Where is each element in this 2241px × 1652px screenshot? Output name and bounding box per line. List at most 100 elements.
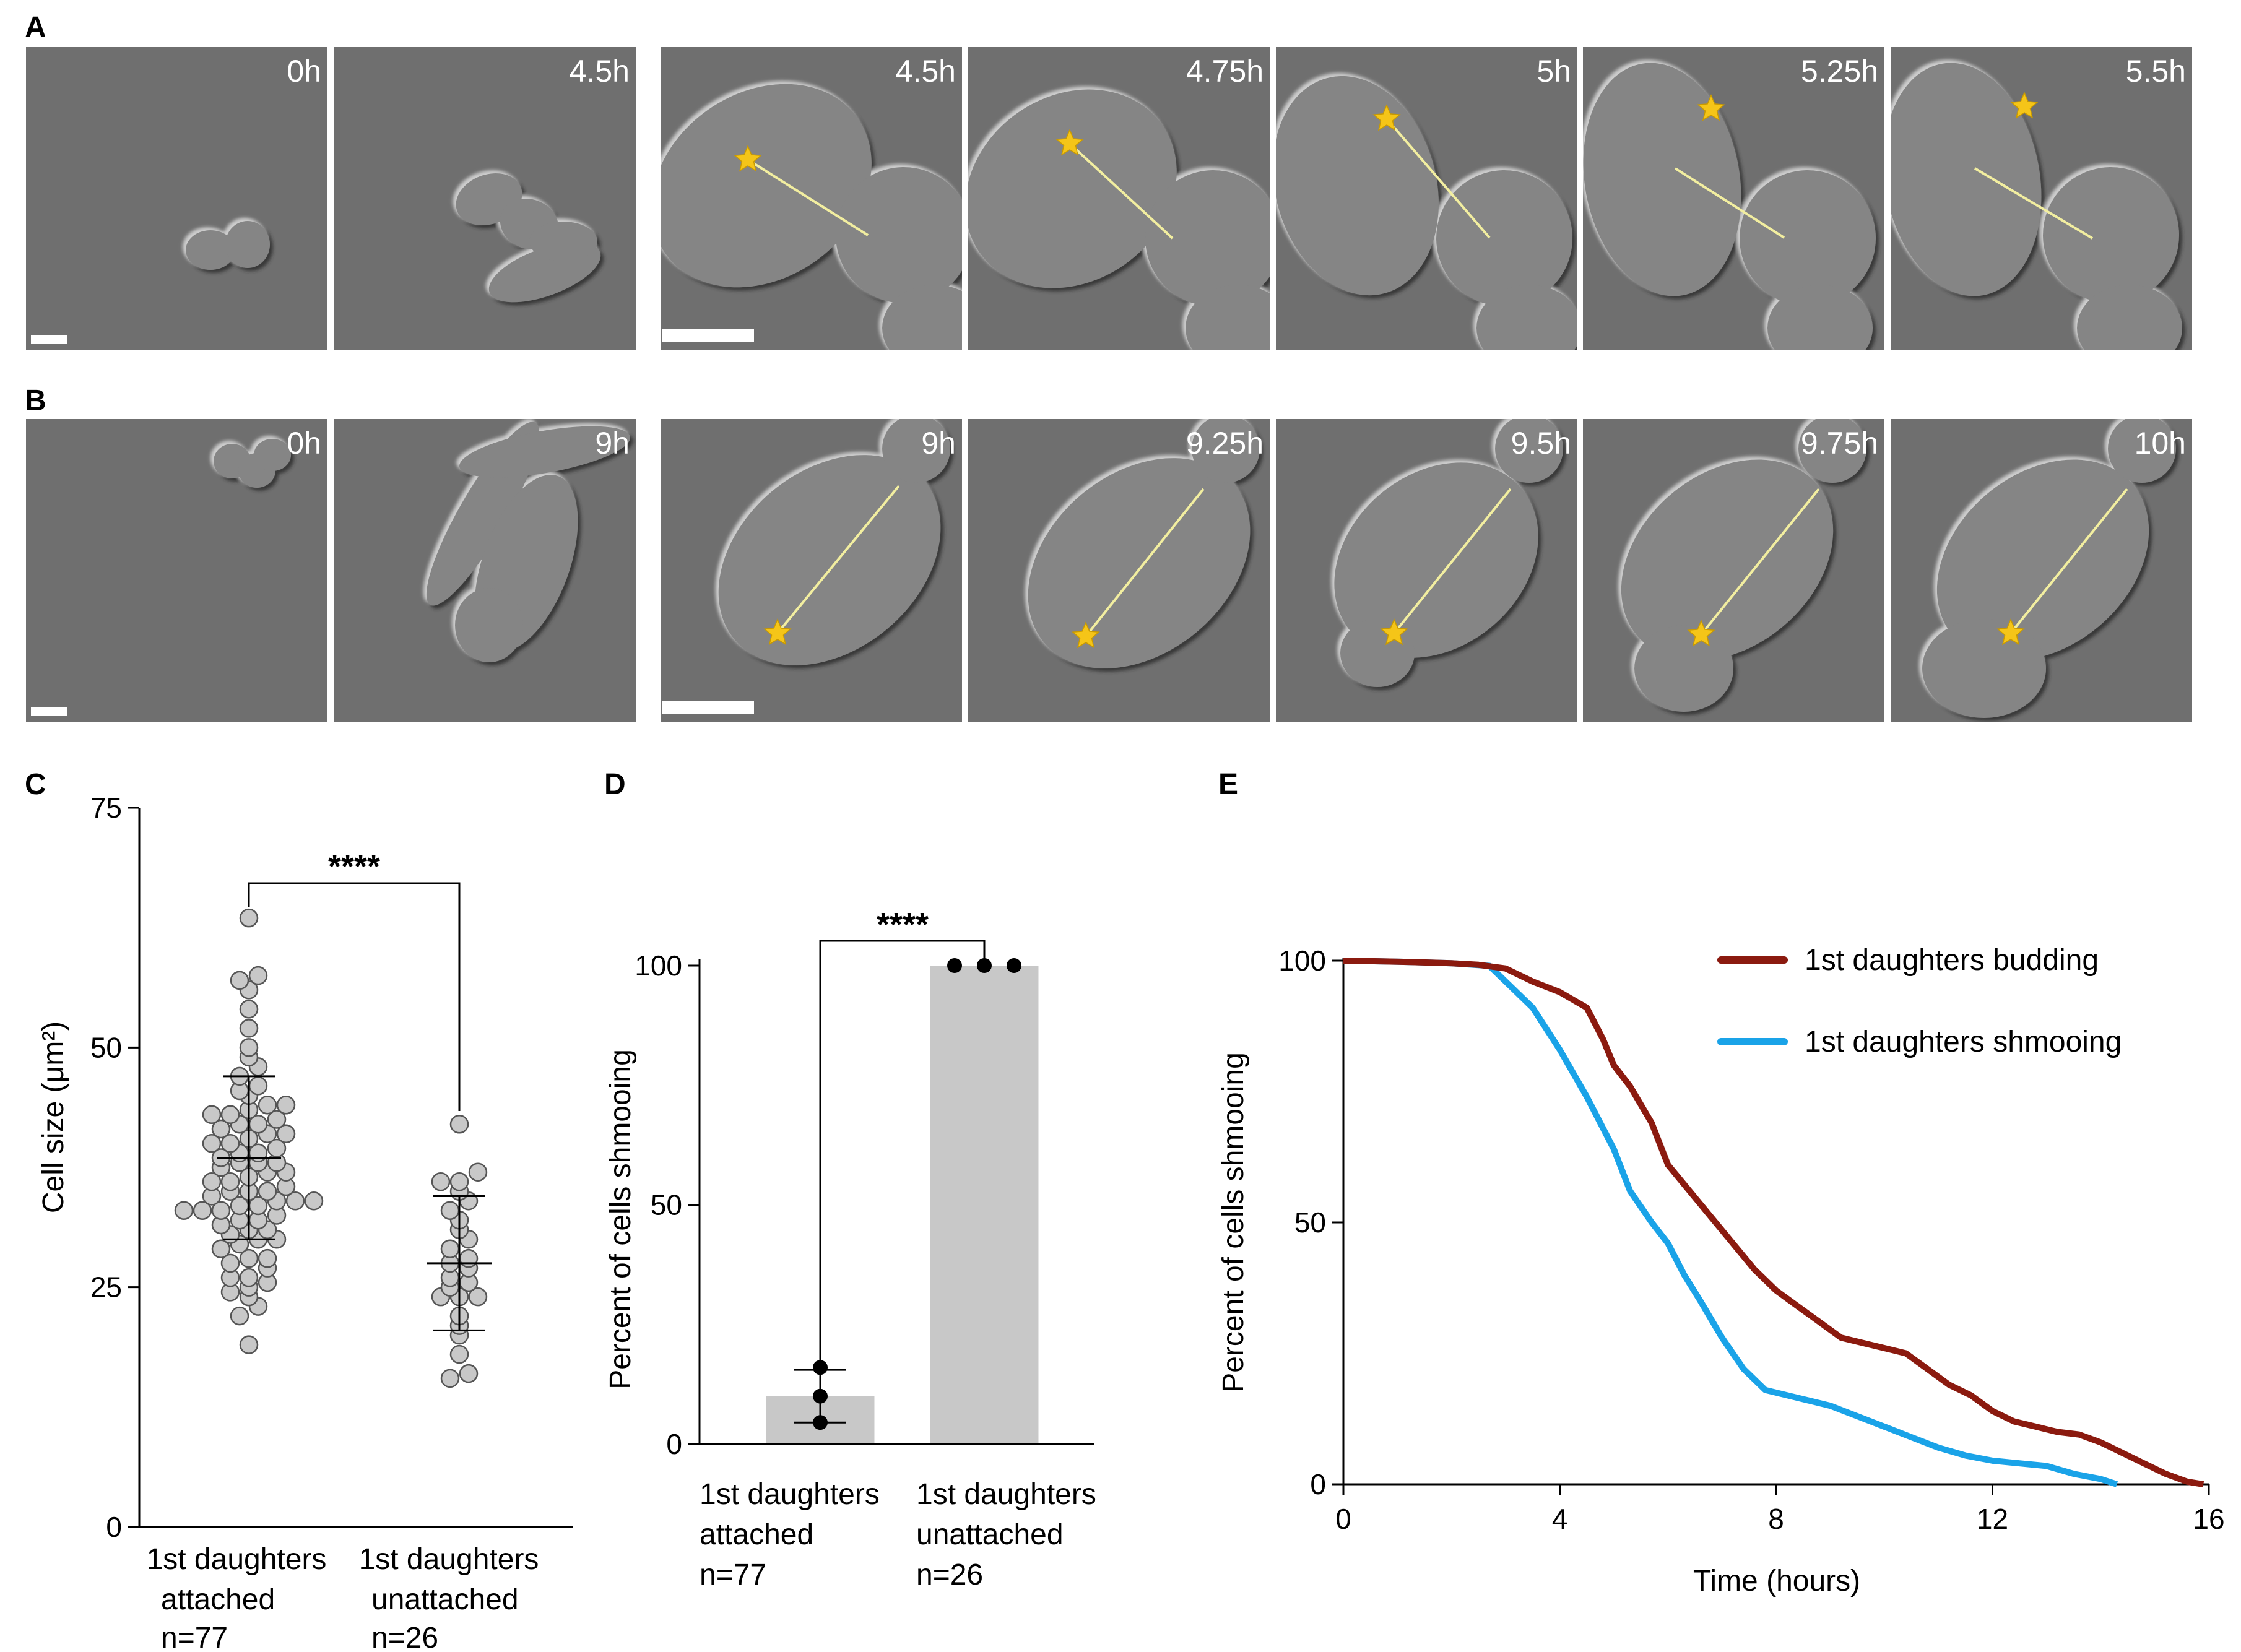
cells (426, 422, 630, 662)
c-data-point (239, 1248, 259, 1268)
cells (186, 221, 270, 270)
timestamp-label: 5.5h (2126, 54, 2186, 89)
d-data-point (813, 1388, 828, 1404)
c-y-tick-label: 75 (90, 792, 122, 824)
e-x-tick-label: 4 (1552, 1503, 1568, 1535)
cells (968, 89, 1270, 350)
yeast-cell (455, 588, 523, 662)
timestamp-label: 5h (1537, 54, 1571, 89)
e-x-tick-label: 12 (1977, 1503, 2008, 1535)
cells (661, 84, 962, 350)
micrograph-frame: 9h (661, 419, 962, 722)
micrograph-row-a: 0h 4.5h 4.5h 4.75h 5h 5.25h 5.5h (26, 47, 2192, 350)
c-data-point (267, 1110, 287, 1129)
polarity-star-icon (1072, 621, 1100, 649)
d-cat1-line1: 1st daughters (700, 1478, 880, 1511)
polarity-star-icon (734, 145, 762, 172)
e-y-tick-label: 50 (1294, 1206, 1326, 1239)
yeast-cell (1186, 285, 1270, 350)
d-cat2-line2: unattached (916, 1518, 1064, 1551)
c-data-point (440, 1239, 460, 1258)
c-data-point (239, 1038, 259, 1057)
polarity-axis-line (1700, 488, 1820, 636)
c-data-point (459, 1364, 479, 1383)
polarity-axis-line (1068, 142, 1174, 240)
c-data-point (193, 1201, 212, 1220)
c-data-point (239, 1019, 259, 1038)
panel-label-e: E (1218, 768, 1238, 801)
c-y-tick-label: 50 (90, 1031, 122, 1063)
c-data-point (230, 971, 249, 990)
chart-cell-size: Cell size (μm²) **** 1st daughters attac… (37, 792, 573, 1652)
cells (718, 419, 950, 665)
yeast-cell (718, 455, 941, 665)
polarity-axis-line (1393, 488, 1512, 634)
c-data-point (449, 1172, 469, 1191)
scale-bar (31, 707, 67, 716)
cells (1334, 419, 1563, 687)
micrograph-frame: 5.5h (1891, 47, 2192, 350)
c-data-point (220, 1253, 240, 1273)
micrograph-background (26, 47, 327, 350)
c-ylabel: Cell size (μm²) (37, 1021, 70, 1213)
c-data-point (239, 908, 259, 928)
timestamp-label: 0h (287, 54, 321, 89)
micrograph-frame: 4.5h (334, 47, 636, 350)
d-cat2-line3: n=26 (916, 1559, 983, 1591)
c-data-point (202, 1105, 222, 1125)
polarity-star-icon (1372, 104, 1401, 131)
micrograph-frame: 10h (1891, 419, 2192, 722)
d-y-tick-label: 50 (651, 1189, 682, 1221)
legend-label-shmooing: 1st daughters shmooing (1805, 1026, 2122, 1058)
c-data-point (258, 1248, 277, 1268)
yeast-cell (1798, 419, 1866, 483)
d-y-tick-label: 100 (635, 949, 682, 982)
polarity-star-icon (1687, 620, 1715, 647)
panel-label-b: B (25, 384, 46, 417)
chart-percent-shmooing-bars: Percent of cells shmooing **** 1st daugh… (604, 906, 1096, 1591)
micrograph-frame: 9.75h (1583, 419, 1884, 722)
cells (1922, 419, 2176, 718)
yeast-cell (1922, 619, 2046, 718)
polarity-star-icon (1055, 129, 1084, 156)
yeast-cell (661, 84, 872, 288)
yeast-cell (1621, 459, 1834, 661)
polarity-axis-line (2009, 488, 2128, 634)
timestamp-label: 10h (2135, 426, 2186, 461)
yeast-cell (1145, 170, 1270, 306)
micrograph-frame: 5.25h (1583, 47, 1884, 350)
c-cat2-line3: n=26 (371, 1622, 438, 1652)
polarity-star-icon (2010, 92, 2039, 119)
c-data-point (276, 1096, 296, 1115)
micrograph-frame: 4.5h (661, 47, 962, 350)
timestamp-label: 5.25h (1801, 54, 1878, 89)
cells (1028, 419, 1260, 668)
e-xlabel: Time (hours) (1693, 1565, 1860, 1598)
timestamp-label: 4.75h (1186, 54, 1264, 89)
c-data-point (211, 1119, 231, 1139)
d-ylabel: Percent of cells shmooing (604, 1049, 637, 1390)
legend-label-budding: 1st daughters budding (1805, 944, 2099, 977)
c-data-point (468, 1287, 488, 1307)
polarity-axis-line (747, 158, 869, 236)
micrograph-frame: 9.5h (1276, 419, 1577, 722)
d-cat2-line1: 1st daughters (916, 1478, 1096, 1511)
e-y-tick-label: 100 (1278, 945, 1326, 977)
chart-shmooing-over-time: Percent of cells shmooing Time (hours) 1… (1217, 944, 2225, 1598)
e-ylabel: Percent of cells shmooing (1217, 1052, 1250, 1393)
yeast-cell (1192, 419, 1260, 483)
timestamp-label: 9.25h (1186, 426, 1264, 461)
c-cat1-line3: n=77 (161, 1622, 228, 1652)
micrograph-frame: 9.25h (968, 419, 1270, 722)
cells (1583, 63, 1876, 350)
panel-label-d: D (604, 768, 626, 801)
scale-bar (662, 329, 754, 342)
d-data-point (813, 1415, 828, 1430)
d-data-point (1007, 958, 1021, 973)
yeast-cell (2043, 167, 2179, 303)
c-y-tick-label: 0 (106, 1511, 122, 1543)
c-data-point (202, 1172, 222, 1191)
c-data-point (211, 1201, 231, 1220)
yeast-cell (1634, 625, 1733, 712)
yeast-cell (1891, 63, 2042, 296)
